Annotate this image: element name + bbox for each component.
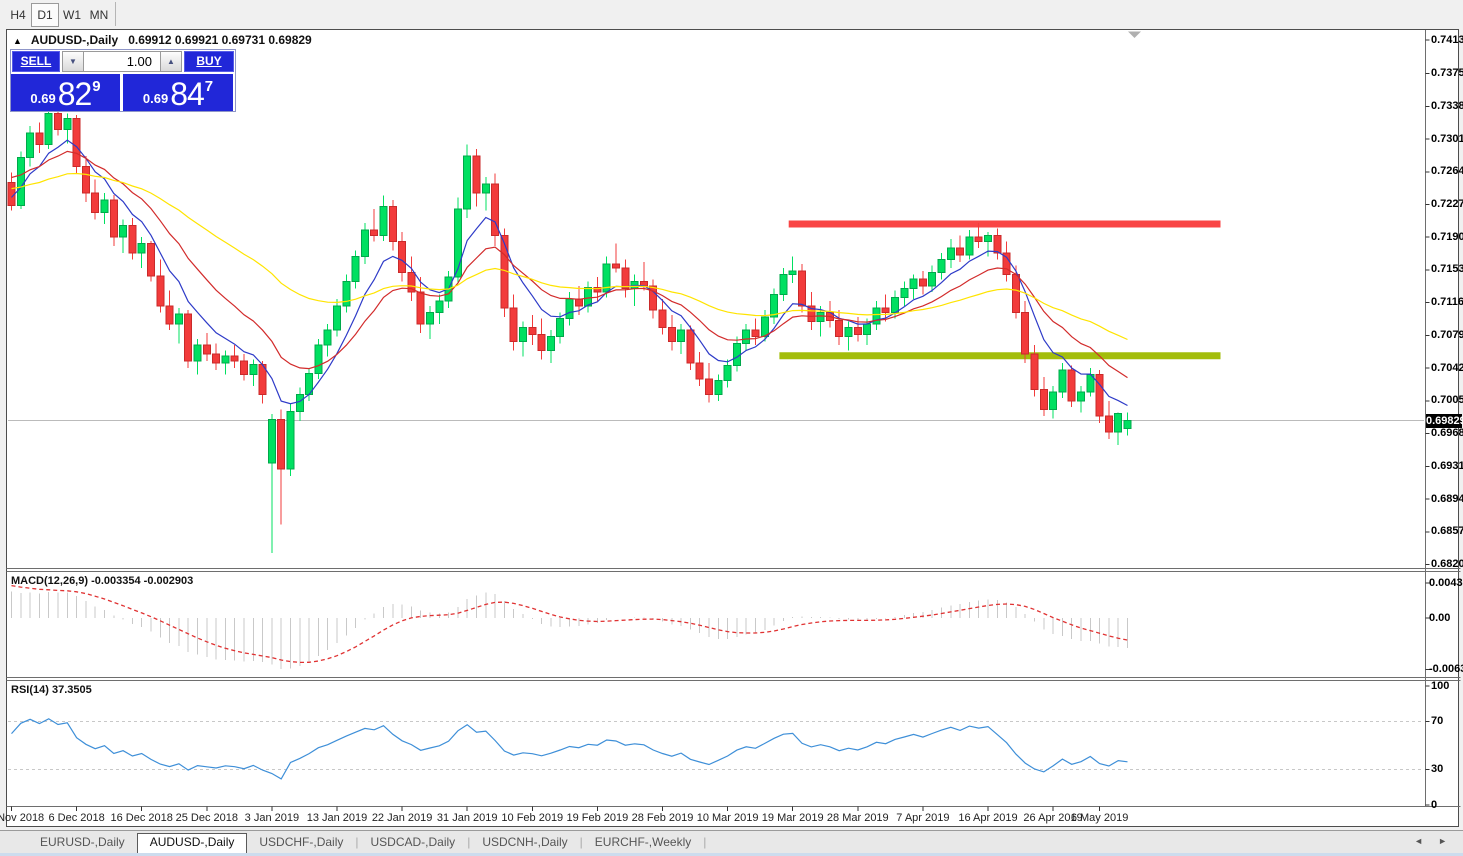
date-axis-label: 28 Mar 2019: [826, 812, 889, 824]
date-axis-label: 25 Dec 2018: [175, 812, 238, 824]
tab-separator: |: [703, 835, 707, 849]
date-axis-label: 6 May 2019: [1070, 812, 1129, 824]
volume-decrease-button[interactable]: ▼: [62, 51, 84, 72]
tab-eurchf-weekly[interactable]: EURCHF-,Weekly: [594, 835, 692, 849]
status-strip: [0, 853, 1463, 856]
rsi-axis-tick-label: 30: [1431, 762, 1444, 775]
buy-price-pipette: 7: [204, 78, 214, 95]
tabs-scroll-left-icon[interactable]: ◄: [1414, 836, 1423, 846]
symbol-title: AUDUSD-,Daily: [30, 33, 119, 47]
rsi-axis-tick-label: 100: [1431, 679, 1450, 692]
tab-usdchf-daily[interactable]: USDCHF-,Daily: [259, 835, 344, 849]
tab-separator: |: [467, 835, 471, 849]
date-axis-label: 16 Dec 2018: [110, 812, 173, 824]
rsi-indicator-label: RSI(14) 37.3505: [11, 684, 92, 696]
date-axis-label: 22 Jan 2019: [371, 812, 433, 824]
collapse-panel-icon[interactable]: ▲: [13, 36, 22, 46]
date-axis-label: 3 Jan 2019: [244, 812, 300, 824]
date-axis-label: 31 Jan 2019: [436, 812, 498, 824]
chart-plot-area[interactable]: [8, 30, 1424, 806]
sell-price-pipette: 9: [92, 78, 101, 95]
sell-price-prefix: 0.69: [30, 91, 56, 106]
tab-separator: |: [355, 835, 359, 849]
sell-button[interactable]: SELL: [12, 51, 60, 72]
date-axis-label: 16 Apr 2019: [958, 812, 1018, 824]
rsi-axis-tick-label: 70: [1431, 715, 1444, 728]
volume-input[interactable]: [84, 51, 160, 72]
rsi-axis-tick-label: 0: [1431, 798, 1438, 811]
one-click-trade-panel: SELL ▼ ▲ BUY 0.69 82 9 0.69 84 7: [10, 49, 236, 112]
date-axis-label: 19 Feb 2019: [566, 812, 629, 824]
date-axis-label: 26 Apr 2019: [1023, 812, 1083, 824]
date-axis-label: 28 Feb 2019: [631, 812, 694, 824]
buy-price-prefix: 0.69: [142, 91, 169, 106]
macd-indicator-label: MACD(12,26,9) -0.003354 -0.002903: [11, 575, 194, 587]
date-axis-label: 10 Mar 2019: [696, 812, 759, 824]
volume-increase-button[interactable]: ▲: [160, 51, 182, 72]
symbol-tab-bar: EURUSD-,Daily AUDUSD-,Daily USDCHF-,Daily |…: [0, 830, 1463, 854]
tab-eurusd-daily[interactable]: EURUSD-,Daily: [40, 835, 125, 849]
date-axis-label: 10 Feb 2019: [501, 812, 564, 824]
macd-axis-tick-label: -0.006373: [1429, 662, 1463, 675]
date-axis-label: 13 Jan 2019: [306, 812, 368, 824]
toolbar-separator: [115, 2, 116, 26]
date-axis-label: 27 Nov 2018: [0, 812, 45, 824]
tab-usdcnh-daily[interactable]: USDCNH-,Daily: [482, 835, 568, 849]
timeframe-w1-button[interactable]: W1: [63, 8, 81, 22]
date-axis-label: 7 Apr 2019: [896, 812, 950, 824]
timeframe-toolbar: H4 D1 W1 MN: [0, 0, 1463, 29]
macd-axis-tick-label: 0.004331: [1429, 576, 1463, 589]
tab-separator: |: [579, 835, 583, 849]
tab-audusd-daily[interactable]: AUDUSD-,Daily: [136, 833, 248, 854]
buy-button[interactable]: BUY: [184, 51, 234, 72]
date-axis-label: 19 Mar 2019: [761, 812, 824, 824]
buy-price-big: 84: [170, 76, 205, 112]
sell-price-big: 82: [57, 76, 93, 112]
timeframe-h4-button[interactable]: H4: [10, 8, 26, 22]
tabs-scroll-right-icon[interactable]: ►: [1438, 836, 1447, 846]
macd-axis-tick-label: 0.00: [1429, 611, 1451, 624]
date-axis-label: 6 Dec 2018: [48, 812, 105, 824]
tab-usdcad-daily[interactable]: USDCAD-,Daily: [370, 835, 456, 849]
current-price-tag: 0.69829: [1426, 413, 1463, 428]
symbol-ohlc-values: 0.69912 0.69921 0.69731 0.69829: [128, 33, 312, 47]
symbol-header: ▲ AUDUSD-,Daily 0.69912 0.69921 0.69731 …: [13, 33, 312, 47]
timeframe-d1-button[interactable]: D1: [31, 3, 59, 27]
buy-price-button[interactable]: 0.69 84 7: [123, 74, 233, 111]
timeframe-mn-button[interactable]: MN: [89, 8, 109, 22]
sell-price-button[interactable]: 0.69 82 9: [11, 74, 120, 111]
